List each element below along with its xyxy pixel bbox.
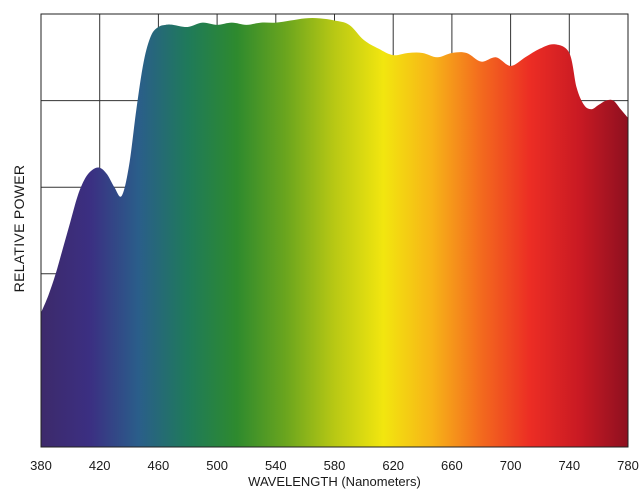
x-tick-label: 500: [206, 458, 228, 473]
x-tick-label: 740: [558, 458, 580, 473]
y-axis-title: RELATIVE POWER: [11, 165, 27, 293]
x-tick-label: 620: [382, 458, 404, 473]
x-tick-label: 660: [441, 458, 463, 473]
x-tick-label: 540: [265, 458, 287, 473]
x-tick-label: 700: [500, 458, 522, 473]
x-tick-label: 580: [324, 458, 346, 473]
x-tick-labels: 380 420 460 500 540 580 620 660 700 740 780: [30, 458, 639, 473]
x-tick-label: 420: [89, 458, 111, 473]
spectral-power-area: [41, 18, 628, 448]
x-tick-label: 380: [30, 458, 52, 473]
plot-frame: [40, 13, 629, 448]
x-tick-label: 780: [617, 458, 639, 473]
x-tick-label: 460: [148, 458, 170, 473]
spectrum-area-layer: [41, 18, 628, 448]
x-axis-title: WAVELENGTH (Nanometers): [248, 474, 421, 489]
